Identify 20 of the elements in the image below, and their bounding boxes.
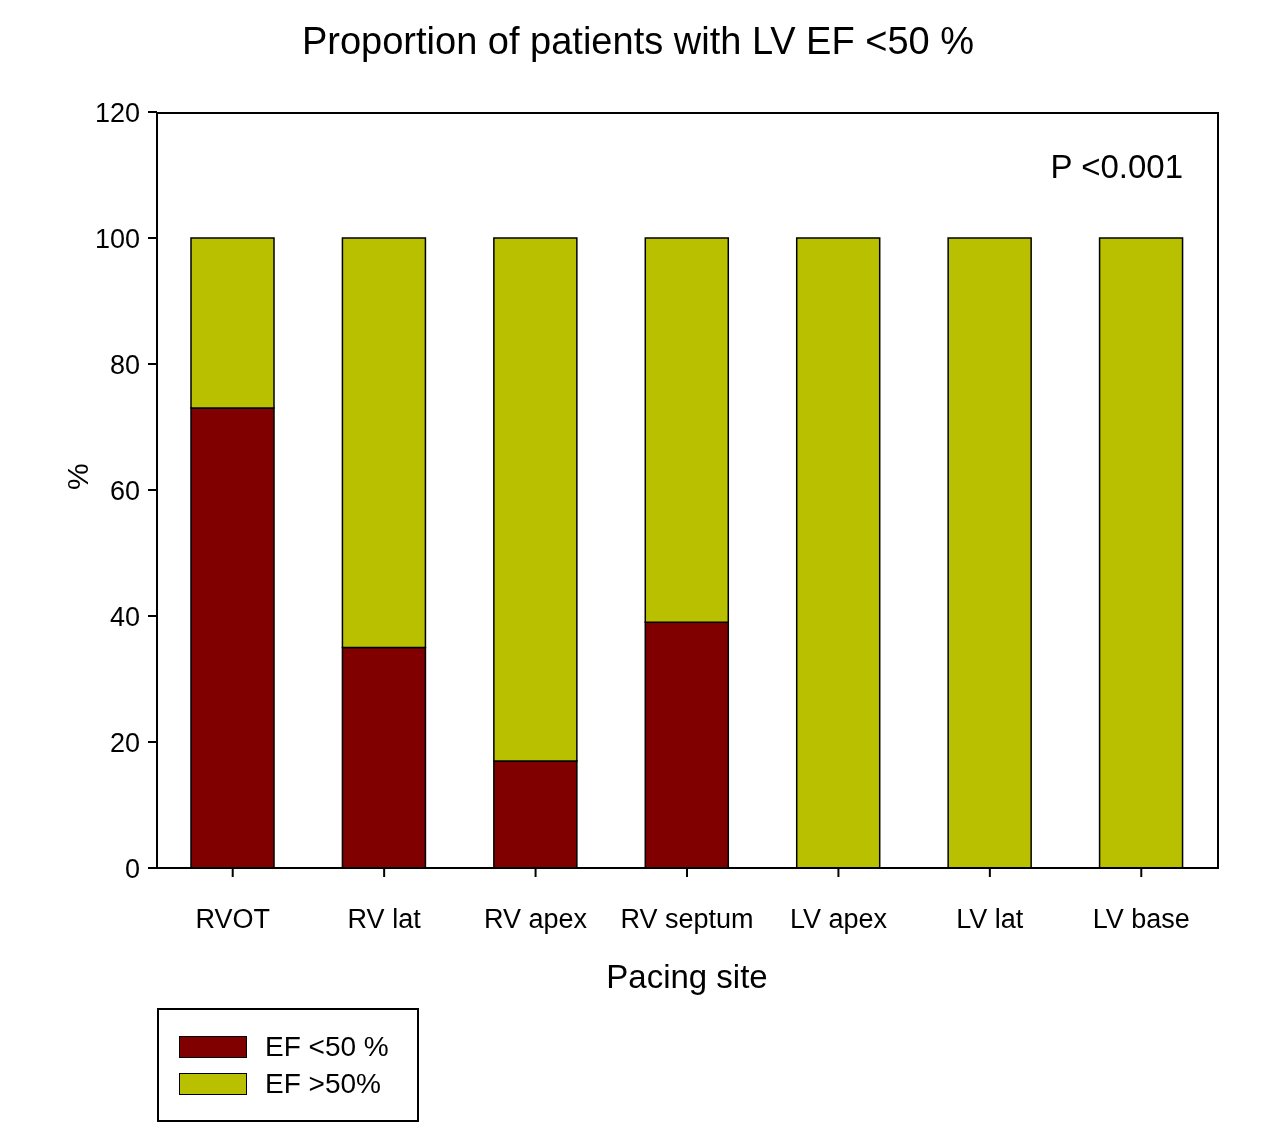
annotation: P <0.001 bbox=[1050, 148, 1183, 186]
chart-title: Proportion of patients with LV EF <50 % bbox=[300, 20, 976, 63]
y-tick-label: 80 bbox=[109, 349, 140, 380]
x-tick-label: RV septum bbox=[620, 904, 754, 935]
y-tick-label: 20 bbox=[109, 727, 140, 758]
x-tick-label: LV apex bbox=[789, 904, 888, 935]
x-tick-label: LV base bbox=[1092, 904, 1190, 935]
x-tick-label: RV apex bbox=[484, 904, 588, 935]
y-tick-label: 0 bbox=[124, 853, 140, 884]
legend-label: EF <50 % bbox=[265, 1030, 389, 1063]
y-tick-label: 100 bbox=[94, 223, 140, 254]
x-axis-title: Pacing site bbox=[605, 957, 769, 997]
y-tick-label: 40 bbox=[109, 601, 140, 632]
y-tick-label: 120 bbox=[94, 97, 140, 128]
y-axis-title: % bbox=[60, 463, 94, 490]
x-tick-label: LV lat bbox=[956, 904, 1024, 935]
x-tick-label: RV lat bbox=[347, 904, 422, 935]
legend-label: EF >50% bbox=[265, 1067, 381, 1100]
x-tick-label: RVOT bbox=[195, 904, 270, 935]
y-tick-label: 60 bbox=[109, 475, 140, 506]
